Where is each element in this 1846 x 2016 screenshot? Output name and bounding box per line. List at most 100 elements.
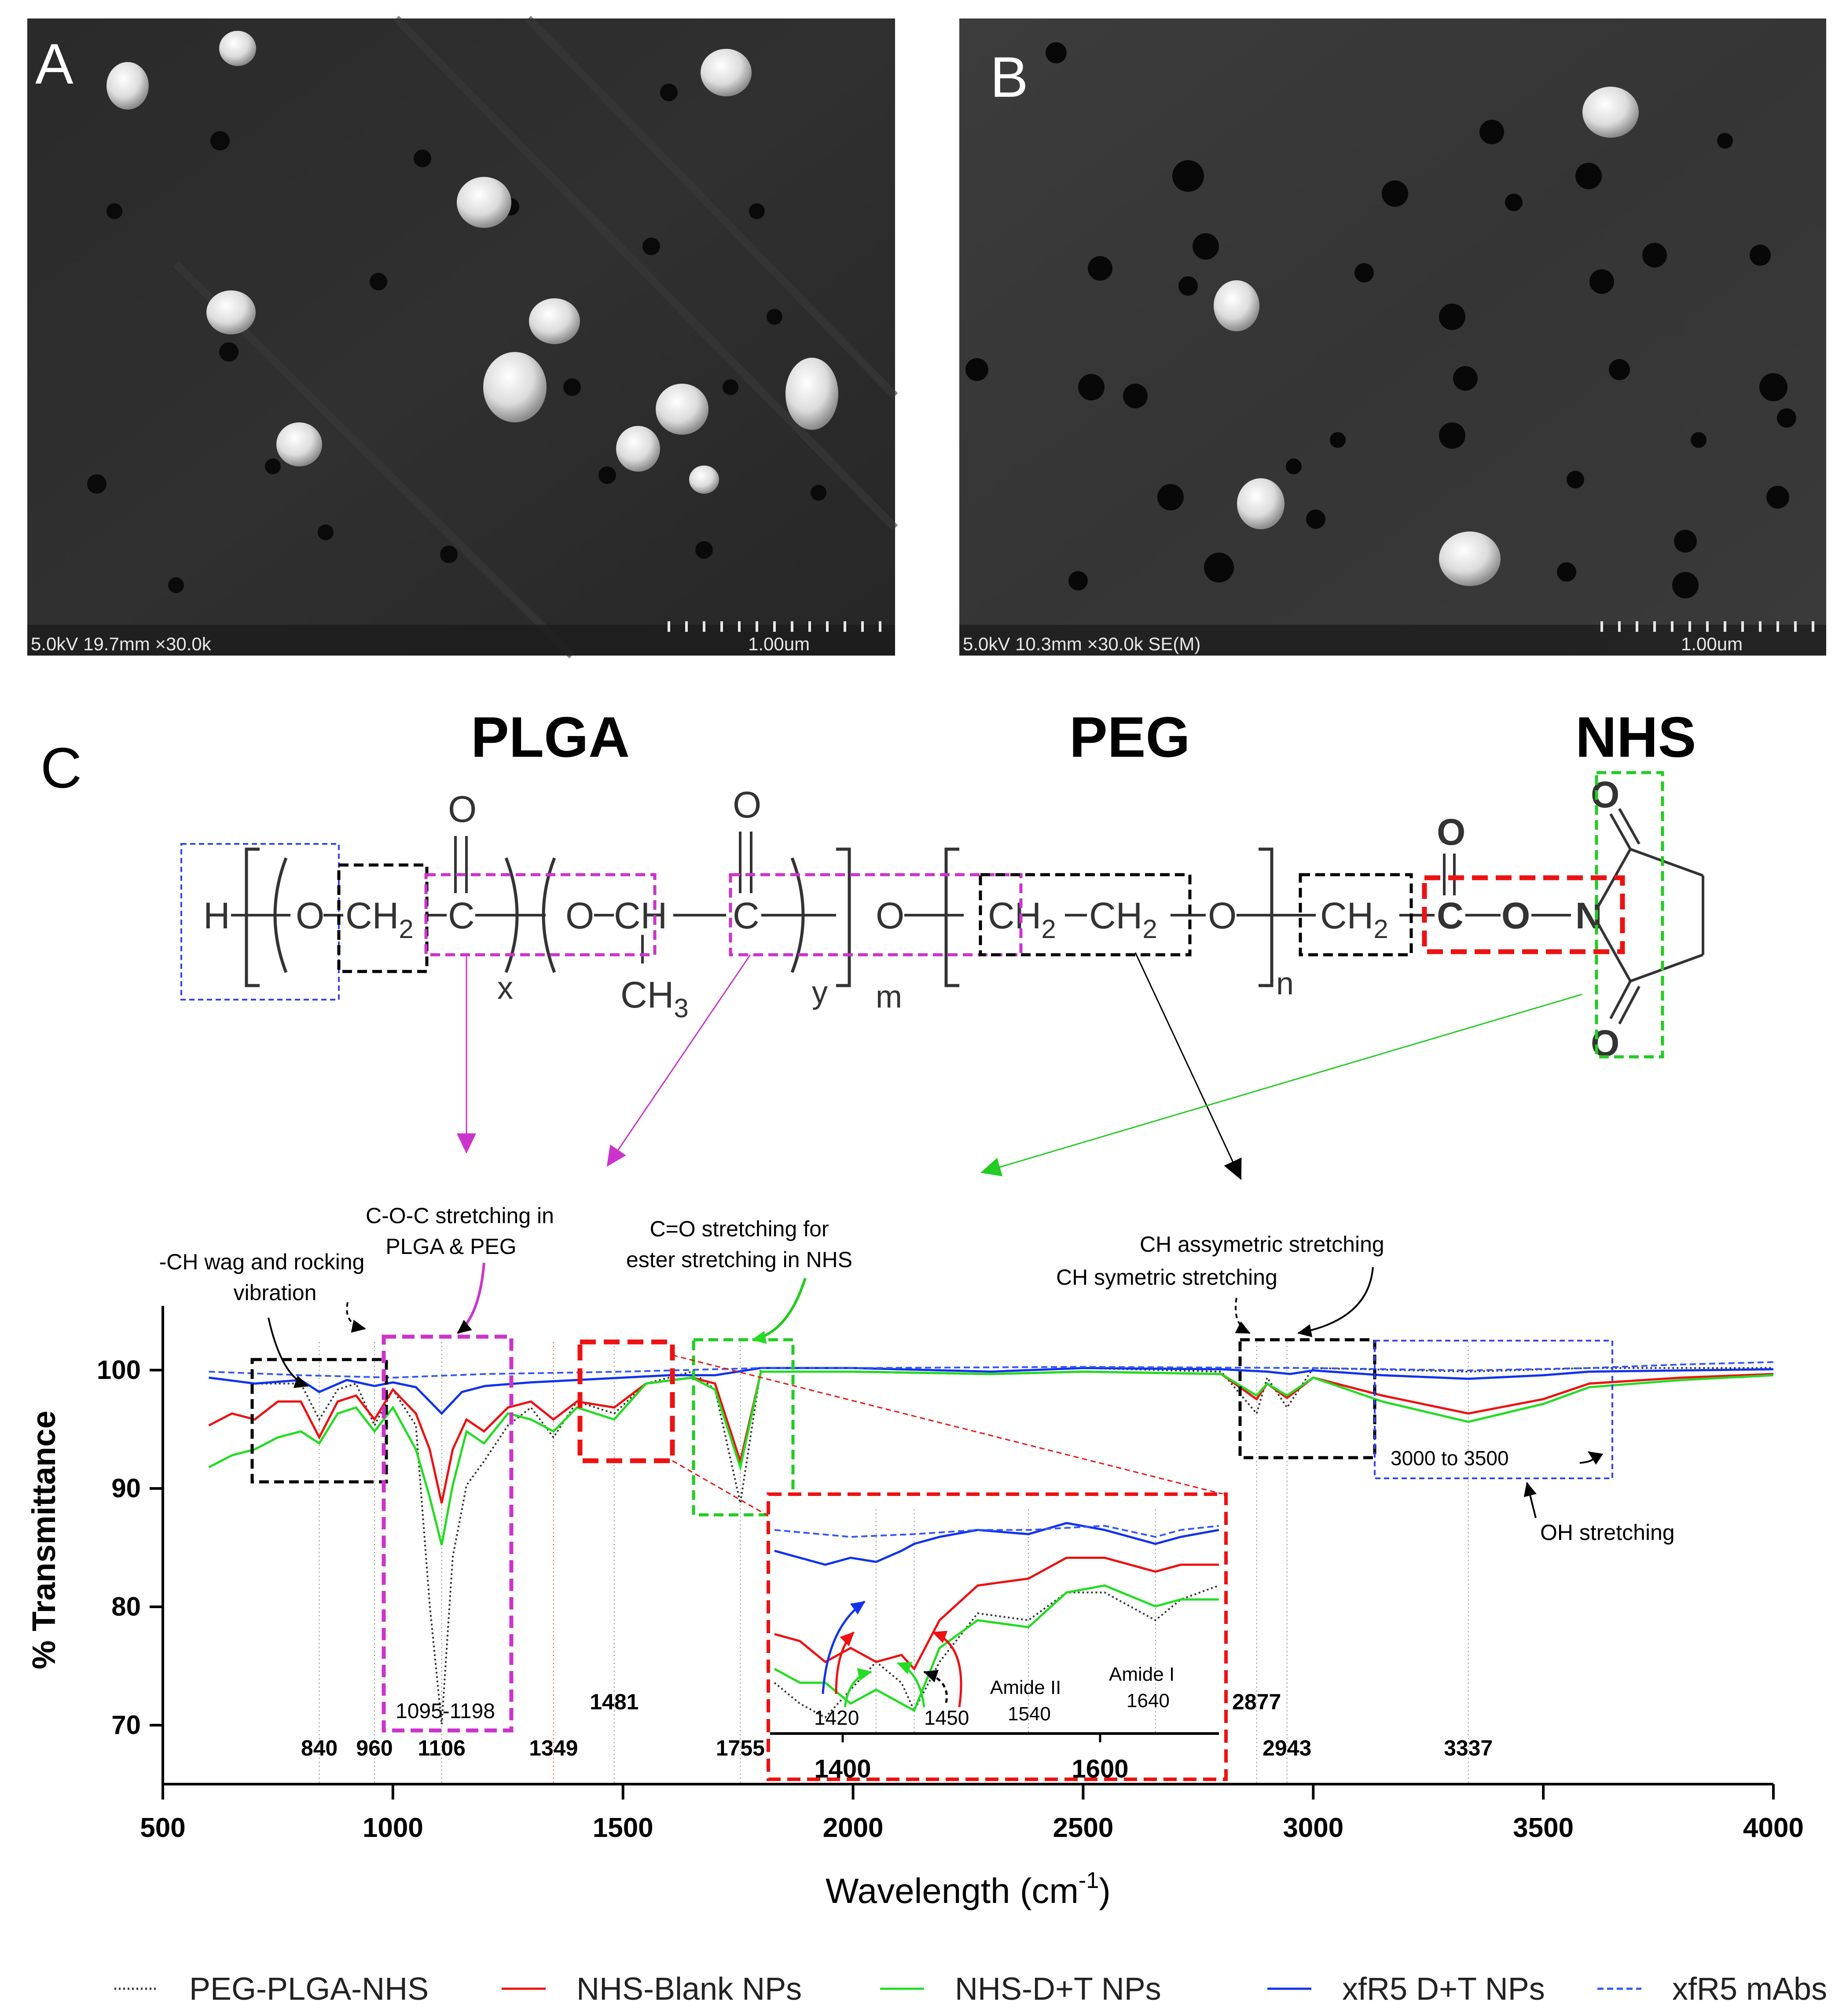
pores-b — [965, 42, 1796, 598]
sub-y: y — [812, 975, 828, 1010]
xtick-label: 2000 — [823, 1813, 884, 1843]
inset-zoom: 1400 1600 1420 1450 Amide II 1540 Amide … — [767, 1492, 1228, 1783]
label-plga: PLGA — [471, 705, 630, 769]
legend-label: PEG-PLGA-NHS — [189, 1972, 429, 2007]
series-line-3 — [208, 1370, 1774, 1546]
xtick-label: 3000 — [1283, 1813, 1343, 1843]
inset-arrows — [822, 1600, 962, 1708]
legend-label: NHS-D+T NPs — [955, 1972, 1161, 2007]
inset-tick-1600: 1600 — [1072, 1755, 1128, 1783]
series-line-2 — [208, 1370, 1774, 1503]
ann-ch-asym: CH assymetric stretching — [1140, 1232, 1384, 1257]
peak-label: 3337 — [1444, 1736, 1493, 1760]
legend-label: NHS-Blank NPs — [576, 1972, 802, 2007]
label-nhs: NHS — [1575, 705, 1696, 769]
amide-ii-label: Amide II — [990, 1677, 1061, 1698]
paren-y-open — [542, 857, 556, 973]
amide-i-value: 1640 — [1127, 1690, 1170, 1712]
sub-m: m — [876, 979, 902, 1015]
inset-peak-1450: 1450 — [924, 1706, 969, 1729]
xtick-label: 1000 — [363, 1813, 423, 1843]
atom-o2: O — [565, 895, 594, 936]
atom-c1: C — [448, 895, 475, 936]
peak-label: 2877 — [1232, 1690, 1281, 1714]
ann-co-1: C=O stretching for — [650, 1217, 829, 1241]
atom-o3: O — [876, 895, 904, 936]
nanoparticles-b — [1214, 87, 1639, 586]
ann-ch-wag-1: -CH wag and rocking — [159, 1250, 365, 1274]
atom-n: N — [1575, 895, 1602, 936]
xtick-label: 4000 — [1743, 1813, 1804, 1843]
y-axis-label: % Transmittance — [26, 1411, 62, 1669]
panel-letter-c: C — [40, 736, 82, 800]
atom-h: H — [203, 895, 230, 936]
succinimide-ring — [1597, 808, 1704, 1025]
x-axis-label: Wavelength (cm-1) — [826, 1868, 1111, 1910]
ann-ch-wag-2: vibration — [234, 1280, 317, 1305]
label-peg: PEG — [1069, 705, 1190, 769]
series-line-1 — [209, 1367, 1773, 1725]
peak-label: 840 — [301, 1736, 338, 1760]
series-line-5 — [209, 1361, 1774, 1379]
y-axis: 100 90 80 70 % Transmittance — [26, 1306, 164, 1784]
inset-series-line-2 — [774, 1557, 1219, 1671]
atom-c3: C — [1437, 895, 1464, 936]
xtick-label: 3500 — [1513, 1813, 1574, 1843]
peak-label: 1481 — [590, 1690, 639, 1714]
legend-label: xfR5 D+T NPs — [1342, 1972, 1545, 2007]
sem-info-b: 5.0kV 10.3mm ×30.0k SE(M) — [963, 634, 1200, 654]
atom-o-c3: O — [1437, 811, 1465, 853]
atom-ch2-a: CH2 — [345, 895, 414, 944]
structure-arrows — [457, 952, 1582, 1180]
amide-ii-value: 1540 — [1008, 1703, 1051, 1725]
ann-ch-sym: CH symetric stretching — [1056, 1265, 1277, 1290]
inset-series-line-5 — [774, 1525, 1219, 1538]
ann-range-1095: 1095-1198 — [396, 1700, 495, 1723]
peak-label: 1106 — [418, 1736, 465, 1760]
ann-coc-2: PLGA & PEG — [385, 1234, 516, 1259]
ytick-label: 70 — [111, 1710, 141, 1740]
bracket-n-open — [944, 847, 959, 987]
ann-co-2: ester stretching in NHS — [626, 1247, 852, 1272]
sem-info-a: 5.0kV 19.7mm ×30.0k — [31, 634, 212, 654]
ann-oh: OH stretching — [1540, 1520, 1675, 1545]
panel-letter-a: A — [35, 32, 73, 96]
ann-range-3000: 3000 to 3500 — [1391, 1447, 1509, 1470]
scale-label-a: 1.00um — [748, 634, 810, 654]
atom-ch3: CH3 — [620, 974, 689, 1023]
atom-o-c1: O — [448, 788, 477, 830]
ytick-label: 100 — [97, 1355, 141, 1385]
sub-x: x — [497, 971, 513, 1006]
sub-n: n — [1276, 966, 1294, 1001]
sem-image-b: 5.0kV 10.3mm ×30.0k SE(M) 1.00um B — [959, 18, 1826, 656]
atom-c2: C — [733, 895, 760, 936]
bracket-m — [836, 847, 851, 987]
spectrum-annotations: -CH wag and rocking vibration C-O-C stre… — [159, 1203, 1675, 1723]
inset-series-line-3 — [774, 1584, 1219, 1712]
inset-series-line-1 — [774, 1584, 1219, 1719]
xtick-label: 500 — [140, 1813, 185, 1843]
chemical-structure: H O CH2 C O x O CH CH3 C O y m O CH2 — [203, 774, 1704, 1064]
legend: PEG-PLGA-NHS NHS-Blank NPs NHS-D+T NPs xfR5… — [114, 1972, 1827, 2007]
xtick-label: 1500 — [593, 1813, 653, 1843]
ann-coc-1: C-O-C stretching in — [366, 1203, 554, 1228]
atom-ch2-c: CH2 — [1089, 895, 1157, 944]
sem-image-a: 5.0kV 19.7mm ×30.0k 1.00um A — [27, 15, 898, 659]
scale-bar-a — [668, 621, 881, 632]
atom-o5: O — [1501, 895, 1530, 936]
atom-ch: CH — [614, 895, 667, 936]
paren-x-close — [504, 857, 519, 973]
atom-o1: O — [296, 895, 324, 936]
paren-y-close — [790, 857, 805, 973]
inset-series-line-4 — [774, 1522, 1219, 1566]
bracket-n-close — [1259, 847, 1273, 987]
peak-label: 960 — [356, 1736, 393, 1760]
peak-label: 1349 — [529, 1736, 578, 1760]
bracket-left — [245, 847, 260, 987]
panel-letter-b: B — [990, 45, 1028, 109]
legend-label: xfR5 mAbs — [1672, 1972, 1827, 2007]
xtick-label: 2500 — [1053, 1813, 1113, 1843]
amide-i-label: Amide I — [1109, 1664, 1174, 1685]
x-axis: 500 1000 1500 2000 2500 3000 3500 4000 Waveleng… — [140, 1783, 1804, 1910]
